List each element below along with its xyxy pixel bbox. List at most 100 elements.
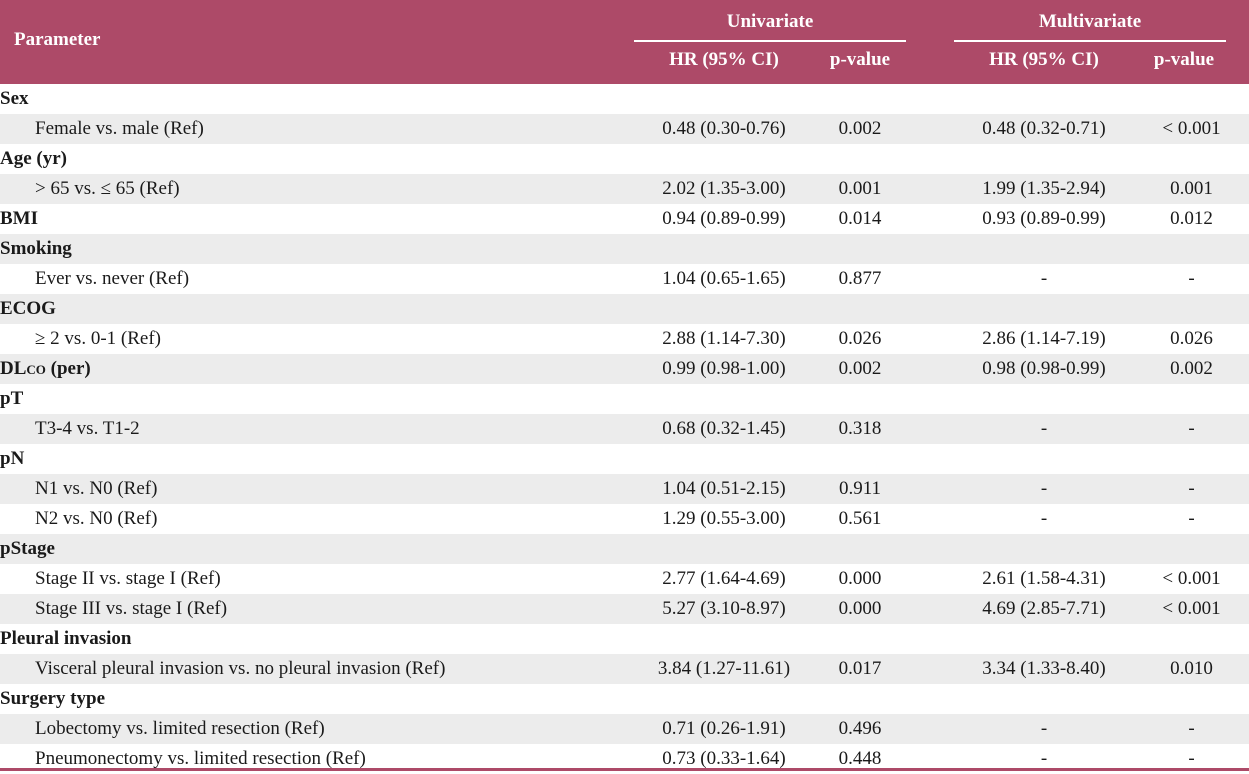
row-group-label: pN [0,444,634,474]
cell-gap [906,114,954,144]
cell-uni-hr: 3.84 (1.27-11.61) [634,654,814,684]
cell-uni-hr [634,234,814,264]
cell-uni-hr: 0.71 (0.26-1.91) [634,714,814,744]
cell-multi-p: - [1188,268,1195,289]
table-row: DLCO (per) 0.99 (0.98-1.00) 0.002 0.98 (0.9… [0,354,1249,384]
table-row: pN [0,444,1249,474]
cell-uni-hr: 0.68 (0.32-1.45) [634,414,814,444]
cell-multi-p: - [1134,474,1249,504]
cell-gap [906,594,954,624]
cell-multi-hr [954,294,1134,324]
cell-uni-hr [634,444,814,474]
table-row: Stage III vs. stage I (Ref) 5.27 (3.10-8.… [0,594,1249,624]
cell-multi-p [1134,534,1249,564]
cell-multi-hr: 4.69 (2.85-7.71) [954,594,1134,624]
table-row: Pleural invasion [0,624,1249,654]
row-label: Ever vs. never (Ref) [0,264,634,294]
row-label: Pneumonectomy vs. limited resection (Ref… [0,744,634,774]
cell-multi-hr: 0.48 (0.32-0.71) [954,114,1134,144]
cell-gap [906,144,954,174]
cell-gap [906,264,954,294]
table-row: Smoking [0,234,1249,264]
cell-multi-hr [954,534,1134,564]
row-label-text: Female vs. male (Ref) [35,118,204,139]
table-row: N1 vs. N0 (Ref) 1.04 (0.51-2.15) 0.911 - - [0,474,1249,504]
cell-uni-hr [634,294,814,324]
univariate-underline [634,40,906,42]
cell-uni-p: 0.017 [814,654,906,684]
cell-uni-p [814,384,906,414]
table-row: Ever vs. never (Ref) 1.04 (0.65-1.65) 0.87… [0,264,1249,294]
row-label-subscript: CO [26,362,46,377]
row-group-label: DLCO (per) [0,354,634,384]
cell-multi-hr [954,234,1134,264]
row-label: N1 vs. N0 (Ref) [0,474,634,504]
row-label: Stage II vs. stage I (Ref) [0,564,634,594]
cell-uni-p: 0.000 [838,568,882,589]
row-label-text: T3-4 vs. T1-2 [35,418,140,439]
table-row: Visceral pleural invasion vs. no pleural… [0,654,1249,684]
cell-uni-p [814,84,906,114]
cell-uni-p [814,294,906,324]
cell-gap [906,294,954,324]
cell-uni-p [814,624,906,654]
cell-multi-hr [954,84,1134,114]
table-row: BMI 0.94 (0.89-0.99) 0.014 0.93 (0.89-0.99)… [0,204,1249,234]
cell-multi-p: - [1134,714,1249,744]
row-label: Lobectomy vs. limited resection (Ref) [0,714,634,744]
cell-uni-hr [634,144,814,174]
cell-gap [906,84,954,114]
cell-multi-hr: - [954,414,1134,444]
cell-multi-p [1134,684,1249,714]
cell-multi-p: 0.001 [1134,174,1249,204]
cell-uni-hr: 1.04 (0.51-2.15) [634,474,814,504]
cell-uni-hr [634,624,814,654]
table-row: Female vs. male (Ref) 0.48 (0.30-0.76) 0.0… [0,114,1249,144]
header-univariate: Univariate [726,11,814,32]
cell-multi-hr: - [1040,508,1048,529]
header-uni-hr: HR (95% CI) [669,49,779,70]
cell-multi-hr: - [954,714,1134,744]
cell-multi-p: - [1188,508,1195,529]
row-label-text: pStage [0,538,55,559]
row-label-text: pN [0,448,25,469]
row-group-label: Pleural invasion [0,624,634,654]
row-label-text: Visceral pleural invasion vs. no pleural… [35,658,446,679]
table-row: Age (yr) [0,144,1249,174]
row-label-text: Ever vs. never (Ref) [35,268,190,289]
cell-uni-p [814,234,906,264]
table-row: Sex [0,84,1249,114]
cell-uni-p: 0.026 [838,328,882,349]
cell-multi-hr [954,624,1134,654]
cell-uni-hr: 0.48 (0.30-0.76) [634,114,814,144]
cell-multi-p [1134,84,1249,114]
cell-uni-p: 0.877 [838,268,882,289]
cell-uni-p: 0.002 [814,114,906,144]
cell-multi-p [1134,444,1249,474]
table-row: Pneumonectomy vs. limited resection (Ref… [0,744,1249,774]
cell-uni-hr: 1.04 (0.65-1.65) [662,268,786,289]
cell-multi-p: 0.026 [1170,328,1213,349]
row-group-label: Smoking [0,234,634,264]
cell-uni-p [814,144,906,174]
cell-uni-hr: 2.77 (1.64-4.69) [662,568,786,589]
table-body: Sex Female vs. male (Ref) 0.48 (0.30-0.76)… [0,84,1249,774]
row-label-text: > 65 vs. ≤ 65 (Ref) [35,178,180,199]
table-row: ≥ 2 vs. 0-1 (Ref) 2.88 (1.14-7.30) 0.026 2.… [0,324,1249,354]
cell-uni-hr: 5.27 (3.10-8.97) [634,594,814,624]
table-row: Lobectomy vs. limited resection (Ref) 0.7… [0,714,1249,744]
header-multi-p: p-value [1153,49,1215,70]
row-label-text: ECOG [0,298,56,319]
cell-multi-p: - [1188,748,1195,769]
cell-multi-hr [954,444,1134,474]
cell-multi-p: - [1134,414,1249,444]
table-row: Surgery type [0,684,1249,714]
cell-multi-p: 0.010 [1134,654,1249,684]
cell-uni-hr: 0.94 (0.89-0.99) [662,208,786,229]
cell-uni-p: 0.448 [838,748,882,769]
row-label-text: pT [0,388,24,409]
cell-gap [906,354,954,384]
cell-uni-p [814,534,906,564]
cell-multi-p: < 0.001 [1134,594,1249,624]
row-label-text: Stage II vs. stage I (Ref) [35,568,221,589]
